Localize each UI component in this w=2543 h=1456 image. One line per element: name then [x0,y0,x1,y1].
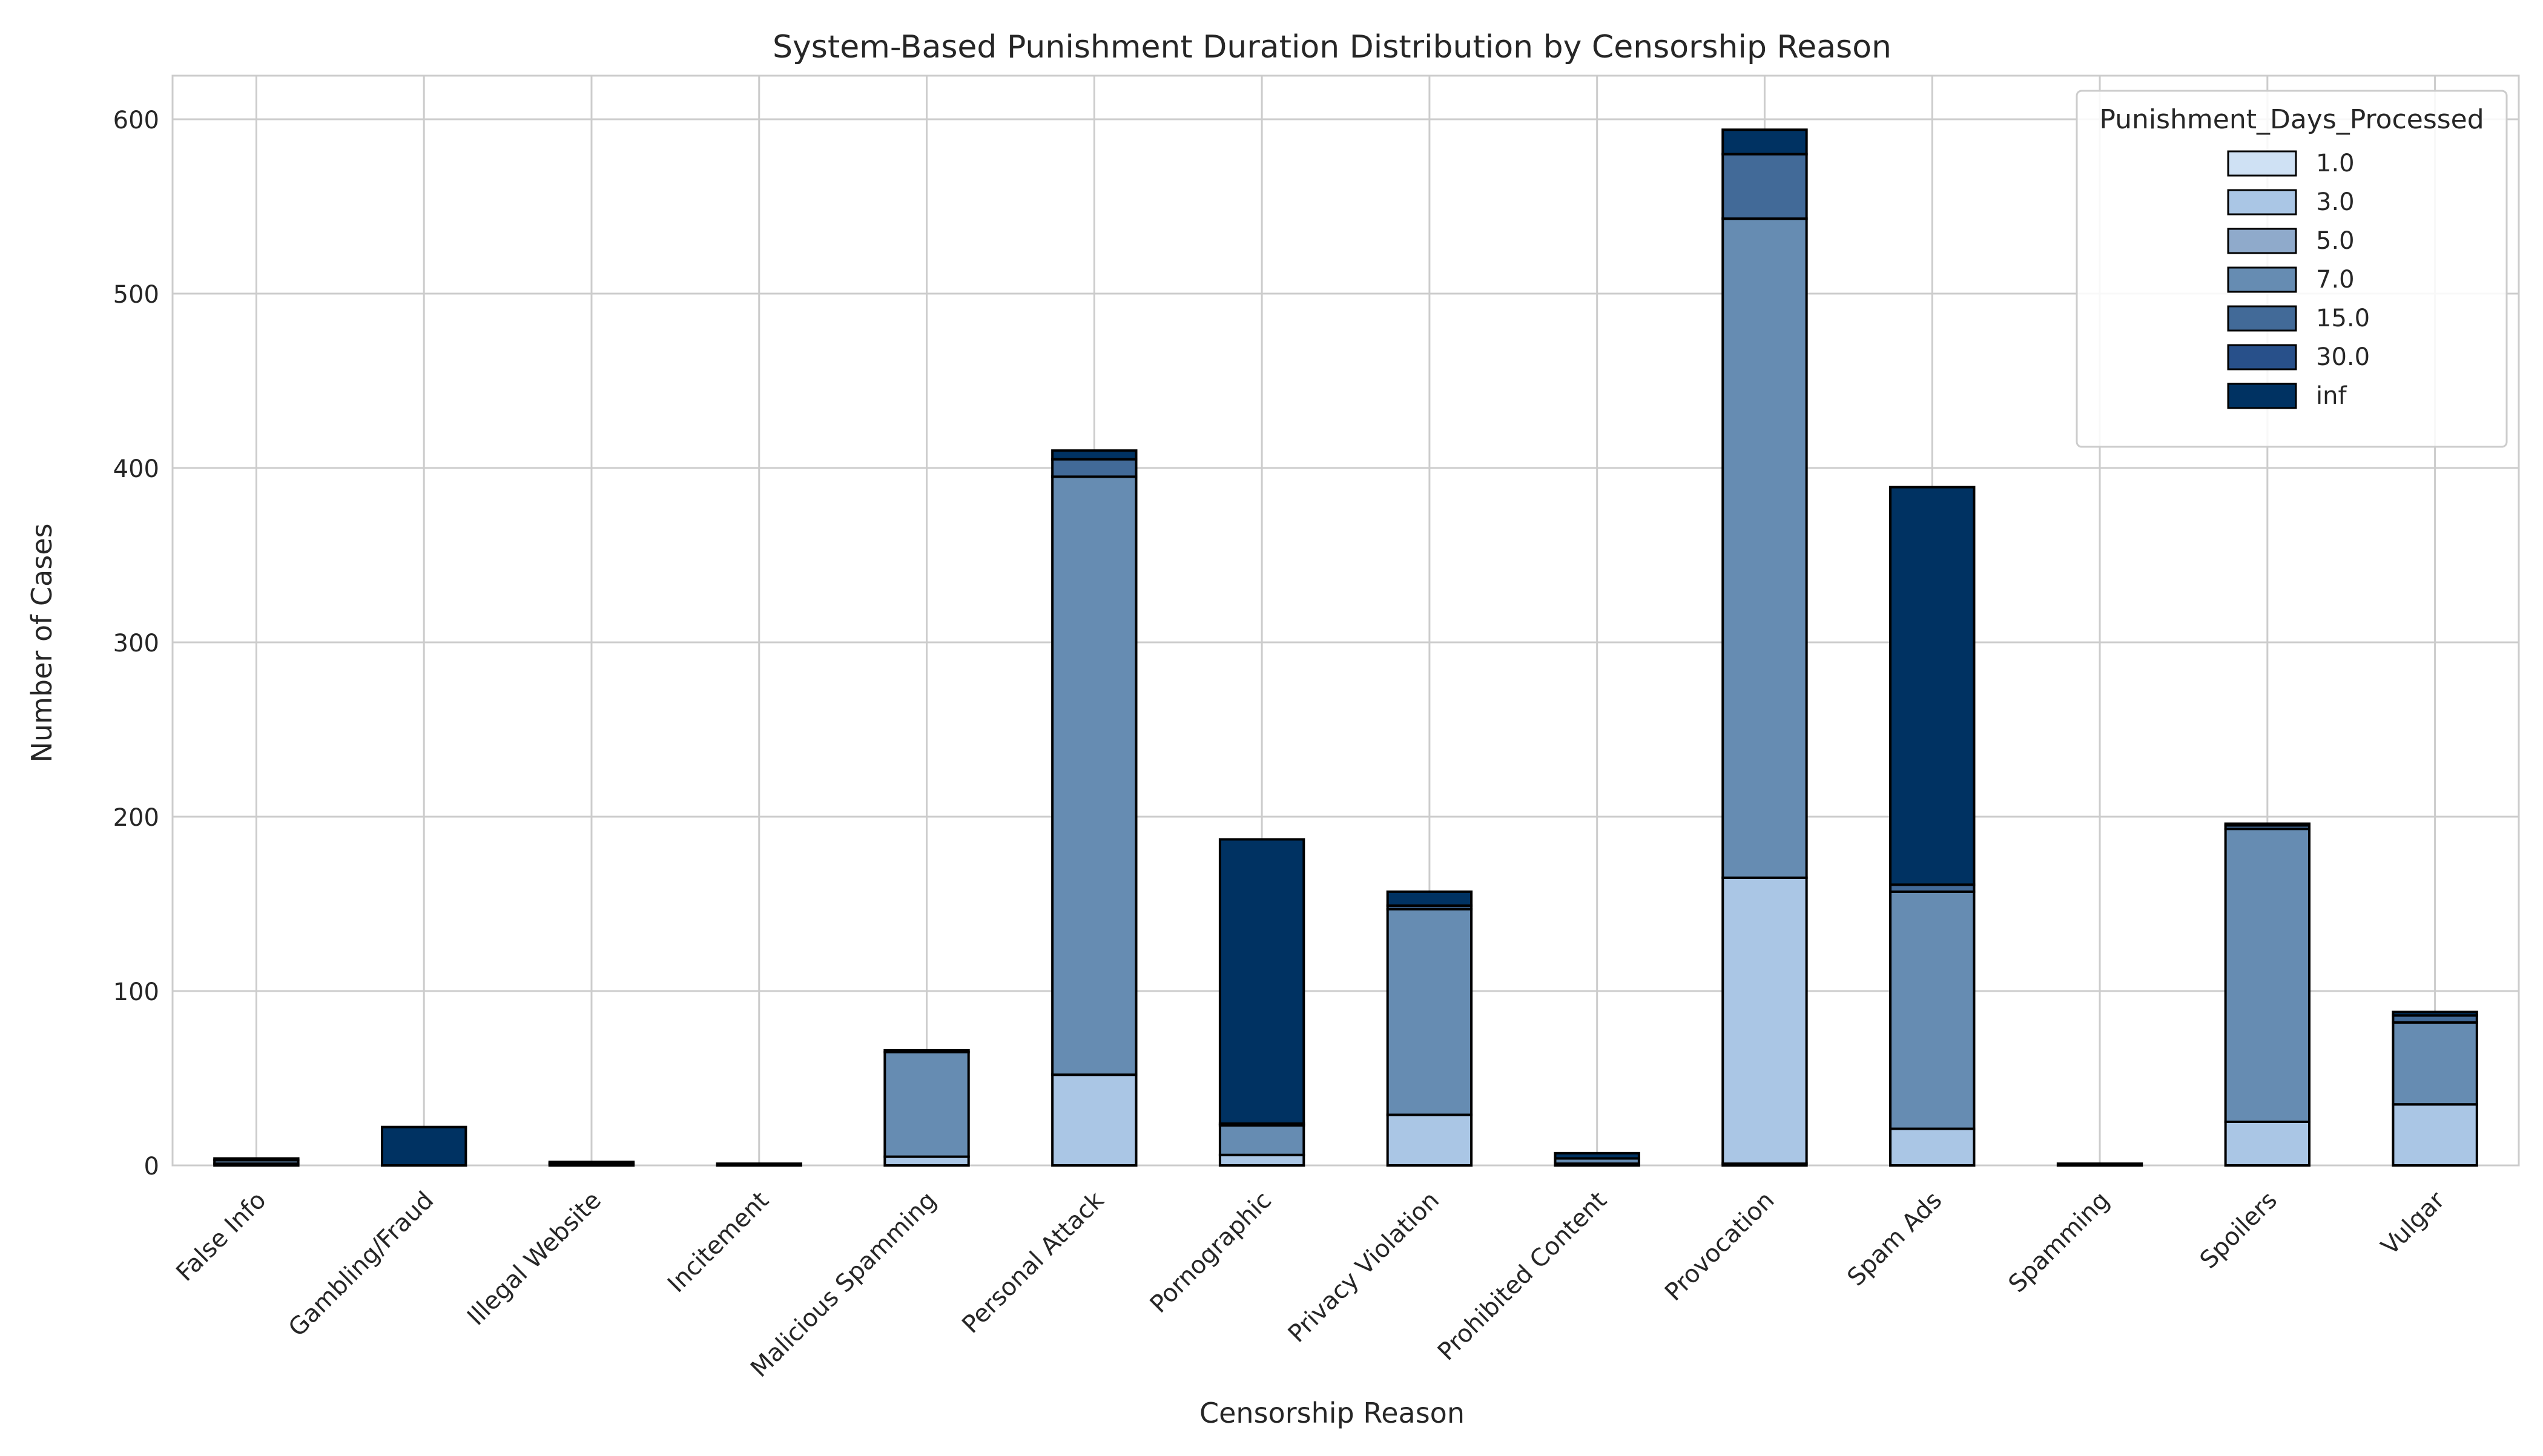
bar-segment [2224,822,2311,827]
bar-segment [2392,1010,2478,1017]
bar-segment [548,1161,635,1165]
x-axis-label: Censorship Reason [1199,1397,1465,1429]
bar-segment [1051,458,1138,478]
bar-segment [2392,1103,2478,1167]
bar-segment [2224,828,2311,1124]
chart-title: System-Based Punishment Duration Distrib… [773,29,1892,65]
y-tick-label: 500 [113,281,159,309]
bar-segment [213,1157,300,1162]
y-tick-label: 200 [113,804,159,832]
bar-segment [1386,908,1473,1116]
y-tick-label: 600 [113,107,159,134]
bar-segment [1721,153,1808,220]
bar-segment [1386,1113,1473,1167]
bar-segment [1721,217,1808,879]
plot-frame [171,74,2520,1167]
legend-label: 3.0 [2316,188,2355,216]
legend-swatch [2227,383,2297,409]
y-tick-label: 300 [113,630,159,657]
bar-segment [716,1162,802,1167]
y-tick-label: 100 [113,978,159,1006]
legend-swatch [2227,228,2297,254]
bar-segment [1721,128,1808,156]
bar-segment [2224,1121,2311,1167]
bar-segment [1051,475,1138,1076]
bar-segment [883,1049,970,1053]
bar-segment [1721,876,1808,1165]
legend-swatch [2227,189,2297,216]
legend-swatch [2227,344,2297,371]
bar-segment [883,1050,970,1158]
legend-swatch [2227,305,2297,332]
legend-label: 7.0 [2316,266,2355,294]
bar-segment [1554,1151,1640,1160]
legend-label: 15.0 [2316,305,2370,332]
bar-segment [380,1125,467,1167]
bar-segment [2056,1162,2143,1167]
bar-segment [1051,449,1138,461]
legend: Punishment_Days_Processed 1.0 3.0 5.0 7.0 15… [2076,90,2508,448]
bar-segment [1218,838,1305,1125]
bar-segment [2392,1021,2478,1106]
legend-label: inf [2316,382,2347,410]
y-tick-labels: 0 100 200 300 400 500 600 [113,107,159,1181]
y-tick-label: 0 [144,1153,159,1181]
legend-items: 1.0 3.0 5.0 7.0 15.0 30.0 inf [2227,150,2370,410]
legend-title: Punishment_Days_Processed [2099,104,2484,135]
bar-segment [1889,486,1976,886]
y-axis-label: Number of Cases [25,524,58,763]
bar-segment [1051,1073,1138,1167]
legend-swatch [2227,266,2297,293]
bar-segment [1889,890,1976,1130]
bar-segment [1218,1124,1305,1156]
bar-segment [1386,890,1473,907]
bars [213,128,2478,1167]
legend-label: 1.0 [2316,150,2355,177]
legend-label: 30.0 [2316,343,2370,371]
bar-segment [883,1155,970,1167]
bar-segment [1218,1153,1305,1167]
bar-segment [1889,1127,1976,1167]
legend-swatch [2227,150,2297,177]
legend-label: 5.0 [2316,227,2355,255]
y-tick-label: 400 [113,455,159,483]
